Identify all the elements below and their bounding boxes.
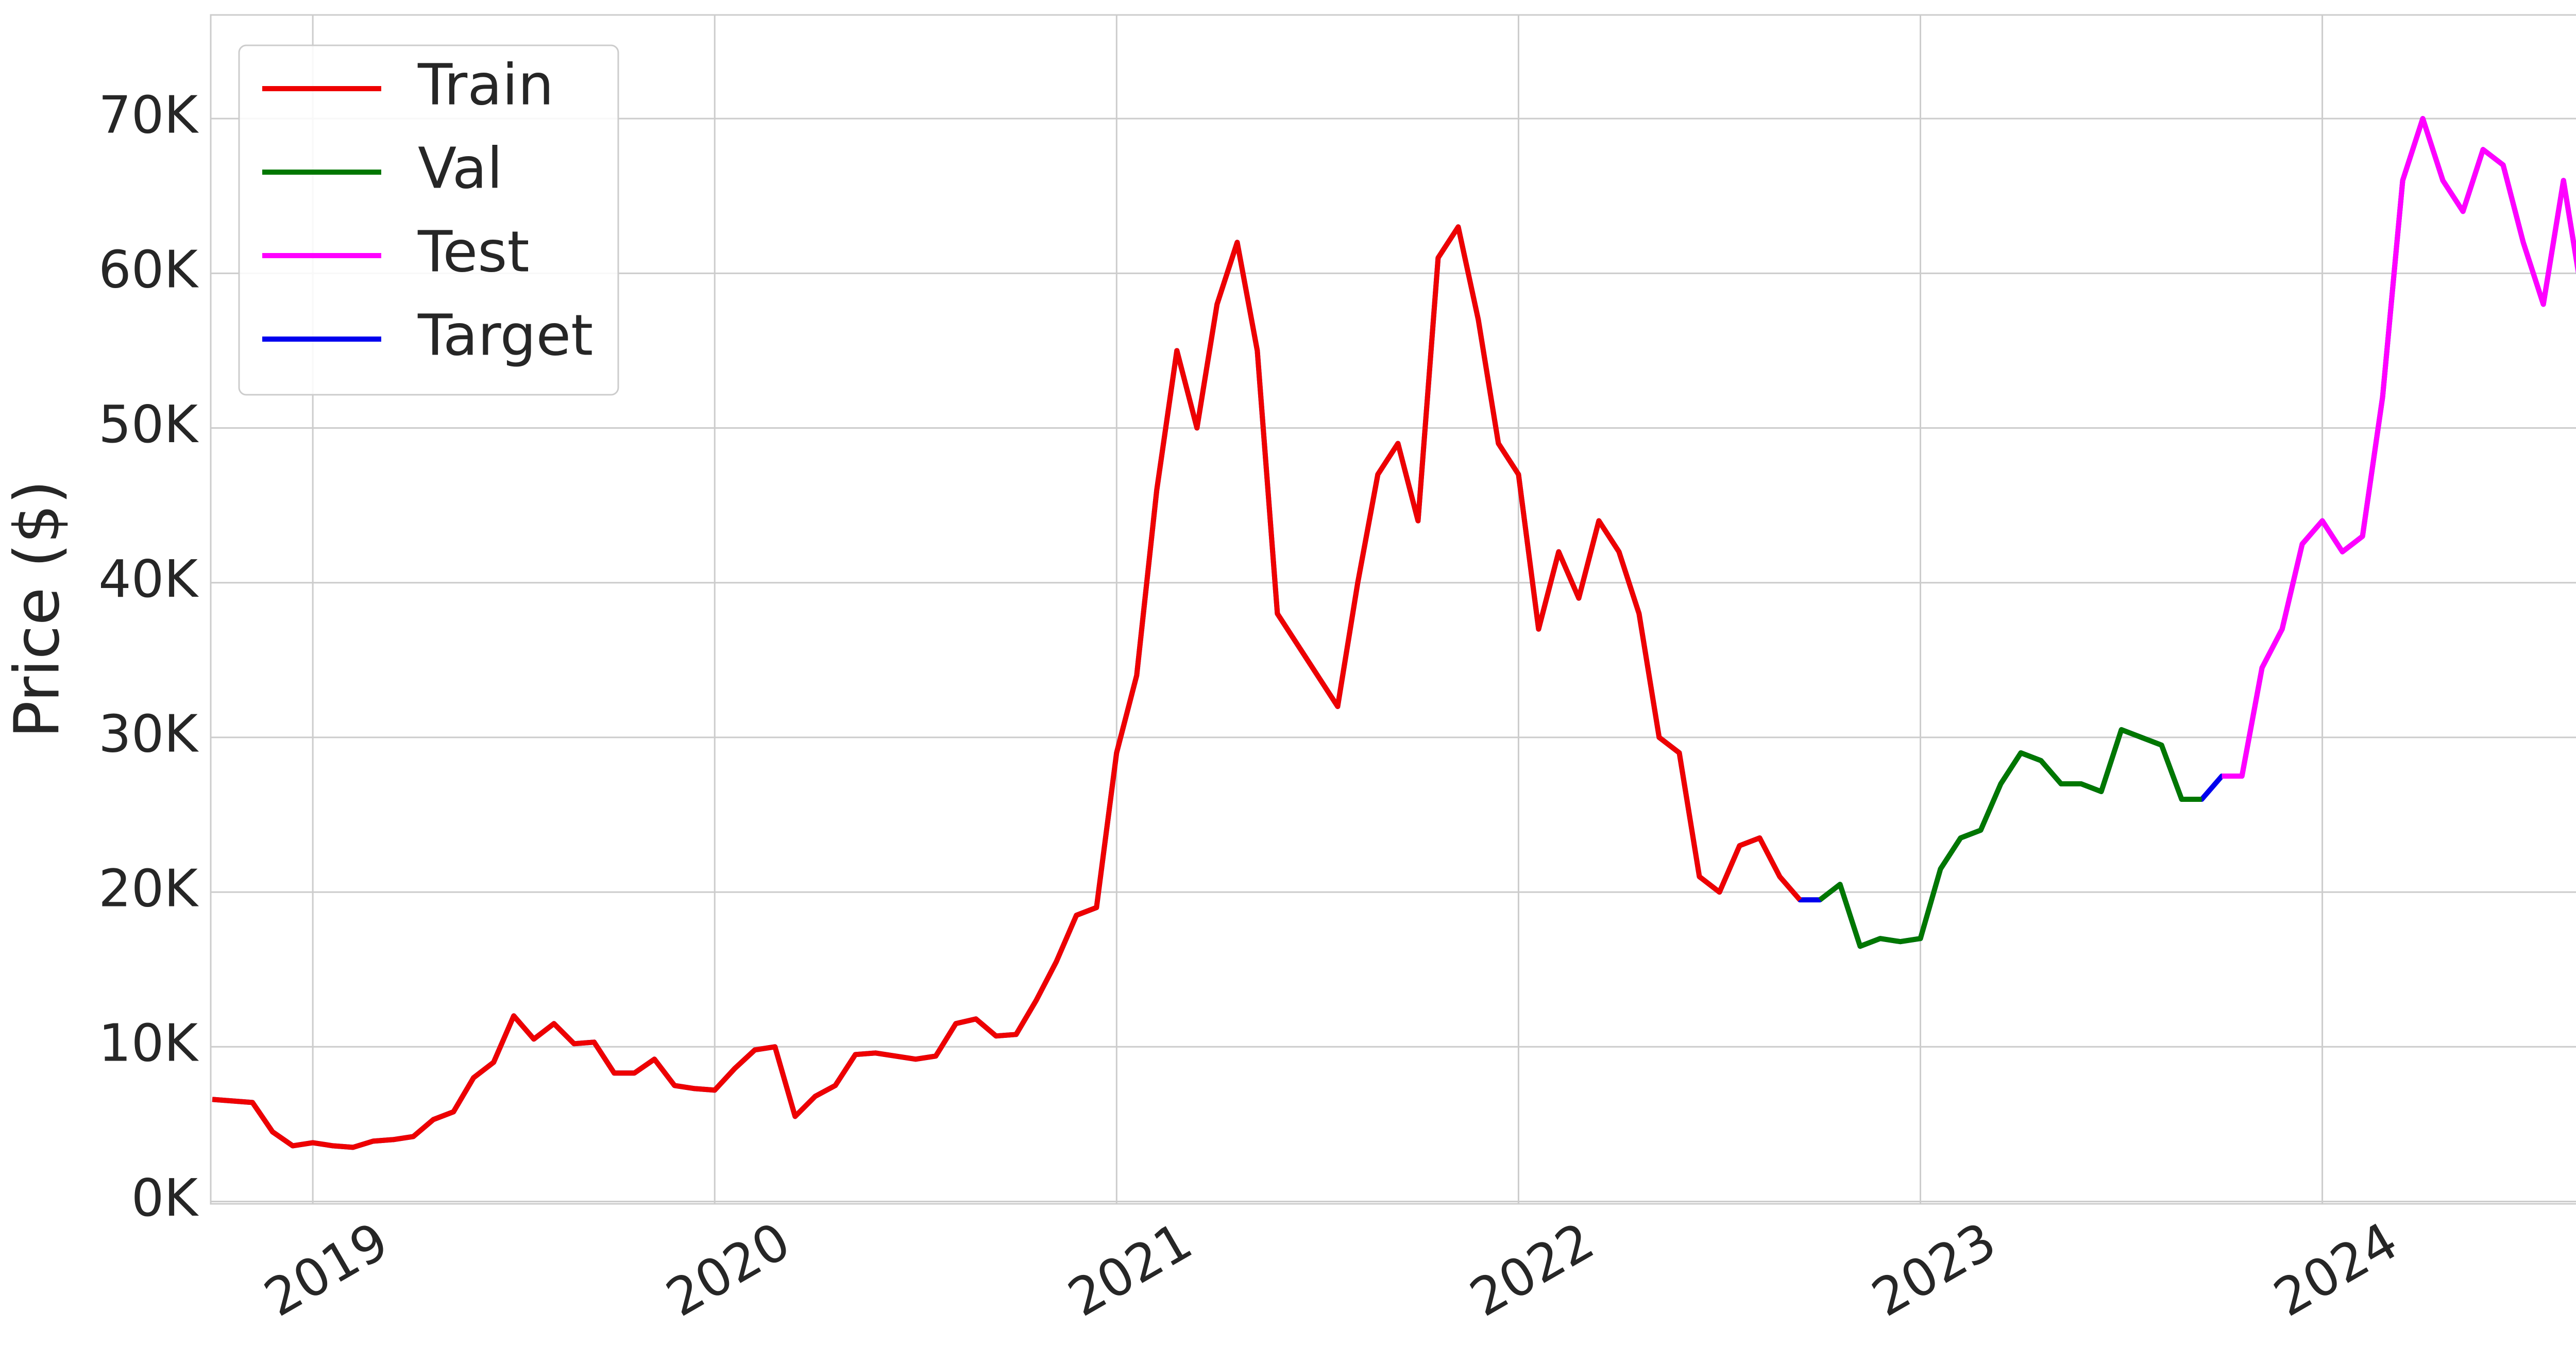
series-line: [212, 224, 1802, 1150]
series-line: [2222, 116, 2576, 779]
y-tick-label: 70K: [98, 85, 199, 145]
y-tick-label: 10K: [98, 1013, 199, 1073]
legend-label: Train: [417, 52, 554, 117]
series-line: [1818, 727, 2202, 949]
y-tick-label: 0K: [131, 1168, 199, 1228]
y-tick-label: 20K: [98, 858, 199, 918]
legend-label: Val: [418, 135, 503, 201]
y-tick-label: 60K: [98, 240, 199, 300]
legend-label: Target: [417, 302, 593, 368]
legend-box: [238, 44, 619, 396]
y-tick-label: 40K: [98, 549, 199, 609]
legend-label: Test: [417, 219, 530, 284]
y-axis-label: Price ($): [2, 480, 74, 738]
lines: [212, 116, 2576, 1150]
legend: Train Val Test Target: [238, 44, 619, 396]
y-tick-label: 50K: [98, 394, 199, 455]
plot-frame: [210, 14, 2576, 1205]
y-tick-label: 30K: [98, 703, 199, 764]
